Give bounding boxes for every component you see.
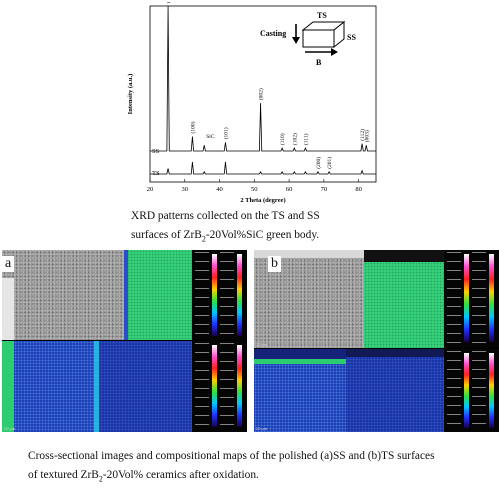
series-label-ts: TS [152, 170, 160, 177]
sem-image-b: 20 μm [254, 250, 364, 348]
peak-label: (102) [291, 133, 298, 145]
x-tick-label: 30 [182, 186, 189, 193]
y-axis-label: Intensity (a.u.) [127, 74, 134, 115]
scale-bar: 20 μm [4, 334, 16, 339]
peak-label: (002) [258, 88, 265, 100]
xrd-caption-line2: surfaces of ZrB2-20Vol%SiC green body. [131, 229, 320, 244]
peak-label: (110) [279, 133, 286, 145]
colorbar-area-b2 [444, 349, 499, 432]
peak-label: (111) [302, 133, 309, 145]
panel-a-label: a [2, 256, 15, 272]
element-map-green-b [364, 250, 444, 348]
xrd-chart: 20 30 40 50 60 70 80 Intensity (a.u.) 2 Theta … [127, 0, 377, 204]
peak-label: (001) [165, 2, 172, 3]
colorbar-area-a1 [192, 250, 247, 340]
x-tick-label: 60 [286, 186, 293, 193]
inset-b-label: B [316, 58, 322, 67]
peak-label: (112) [359, 129, 366, 141]
peak-label: (201) [326, 157, 333, 169]
inset-casting-label: Casting [260, 29, 286, 38]
colorbar-area-a2 [192, 341, 247, 432]
x-axis-label: 2 Theta (degree) [240, 197, 285, 204]
plot-frame [149, 5, 377, 183]
panel-a: 20 μm 20 μm a [2, 250, 247, 432]
x-tick-label: 80 [355, 186, 362, 193]
specimen-inset: Casting TS SS B [260, 11, 356, 67]
xrd-figure: 20 30 40 50 60 70 80 Intensity (a.u.) 2 Theta … [120, 0, 382, 207]
peak-label: (100) [189, 121, 196, 133]
inset-ts-label: TS [317, 11, 327, 20]
colorbar-area-b1 [444, 250, 499, 348]
element-map-blue-a1: 20 μm [2, 341, 94, 432]
peak-label: (003) [363, 130, 370, 142]
xrd-caption-line1: XRD patterns collected on the TS and SS [131, 210, 320, 222]
maps-caption-line2: of textured ZrB2-20Vol% ceramics after o… [28, 469, 259, 484]
peak-labels: (001) (100) SiC (101) (002) (110) (102) (111) (1… [165, 0, 370, 169]
x-tick-labels: 20 30 40 50 60 70 80 [147, 179, 362, 193]
xrd-caption: XRD patterns collected on the TS and SS … [131, 207, 401, 248]
element-map-blue-b1: 20 μm [254, 349, 346, 432]
scale-bar: 20 μm [256, 342, 268, 347]
scale-bar: 20 μm [256, 426, 268, 431]
panel-b-label: b [268, 256, 281, 272]
xrd-trace-ss [150, 5, 376, 152]
x-tick-label: 40 [216, 186, 223, 193]
element-map-blue-a2 [94, 341, 192, 432]
series-label-ss: SS [152, 148, 160, 155]
peak-label: (101) [222, 127, 229, 139]
maps-caption-line1: Cross-sectional images and compositional… [28, 450, 435, 462]
x-tick-label: 70 [321, 186, 328, 193]
scale-bar: 20 μm [4, 426, 16, 431]
sem-image-a: 20 μm [2, 250, 124, 340]
element-map-green-a [124, 250, 192, 340]
element-map-blue-b2 [346, 349, 444, 432]
peak-label: SiC [206, 134, 215, 140]
x-tick-label: 50 [251, 186, 257, 193]
peak-label: (200) [315, 157, 322, 169]
panel-b: 20 μm 20 μm b [254, 250, 499, 432]
xrd-trace-ts [150, 161, 376, 175]
maps-caption: Cross-sectional images and compositional… [28, 447, 488, 488]
x-tick-label: 20 [147, 186, 154, 193]
inset-ss-label: SS [347, 33, 356, 42]
